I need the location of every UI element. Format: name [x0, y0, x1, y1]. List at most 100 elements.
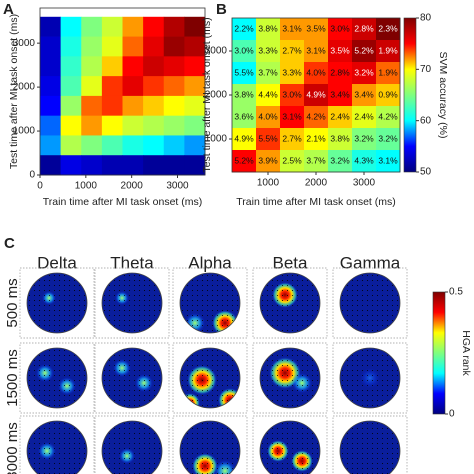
cbar-tick-label: 60 [420, 115, 432, 126]
cell-label: 3.1% [282, 23, 302, 33]
topoplot [179, 347, 241, 409]
topoplot [339, 272, 401, 334]
heat-cell [256, 84, 281, 107]
topo-frame [94, 415, 170, 474]
x-tick-label: 3000 [166, 181, 189, 192]
x-tick-label: 1000 [75, 181, 98, 192]
heat-cell [163, 155, 185, 176]
topo-frame [94, 267, 170, 339]
topo-outline [26, 347, 88, 409]
heat-cell [81, 56, 103, 77]
topo-clip [27, 348, 87, 408]
heat-cell [280, 84, 305, 107]
electrodes [102, 273, 162, 333]
heat-cell [328, 84, 353, 107]
cell-label: 2.3% [378, 23, 398, 33]
heat-cell [81, 36, 103, 57]
cell-label: 1.9% [378, 45, 398, 55]
topo-outline [339, 420, 401, 474]
topo-frame [19, 415, 95, 474]
cell-label: 3.7% [306, 155, 326, 165]
heat-cell [40, 155, 62, 176]
electrodes [180, 273, 240, 333]
cell-label: 3.8% [330, 133, 350, 143]
heat-cell [40, 95, 62, 117]
topo-outline [179, 420, 241, 474]
cell-label: 5.2% [234, 155, 254, 165]
electrodes [260, 273, 320, 333]
heat-cell [280, 150, 305, 173]
topo-outline [259, 420, 321, 474]
cell-label: 3.6% [234, 111, 254, 121]
topo-frame [332, 267, 408, 339]
electrodes [27, 348, 87, 408]
heat-cell [122, 135, 144, 156]
y-axis-label: Test time after MI task onset (ms) [8, 14, 20, 169]
cbar-tick-label: 0 [449, 409, 455, 420]
heat-cell [256, 18, 281, 41]
topoplot [101, 272, 163, 334]
heat-cell [376, 150, 401, 173]
topoplot [179, 420, 241, 474]
heat-cell [376, 84, 401, 107]
heat-cell [101, 135, 123, 156]
cell-label: 5.2% [354, 45, 374, 55]
topoplot [179, 272, 241, 334]
x-axis-label: Train time after MI task onset (ms) [43, 196, 202, 208]
heat-cell [60, 16, 82, 37]
plot-frame [39, 7, 206, 176]
heat-cell [232, 40, 257, 63]
topo-frame [19, 342, 95, 414]
heat-cell [304, 150, 329, 173]
heat-cell [304, 106, 329, 129]
topo-outline [101, 272, 163, 334]
heat-cell [163, 76, 185, 97]
electrodes [340, 348, 400, 408]
electrodes [340, 421, 400, 474]
cell-label: 4.3% [354, 155, 374, 165]
heat-cell [352, 106, 377, 129]
heat-cell [122, 155, 144, 176]
topo-outline [259, 272, 321, 334]
column-header: Theta [110, 253, 154, 272]
cell-label: 3.2% [378, 133, 398, 143]
y-tick-label: 1000 [13, 126, 36, 137]
heat-cell [81, 155, 103, 176]
topo-frame [332, 342, 408, 414]
x-tick-label: 2000 [121, 181, 144, 192]
cell-label: 2.5% [282, 155, 302, 165]
topo-clip [27, 273, 87, 333]
cell-label: 2.4% [330, 111, 350, 121]
heat-cell [122, 16, 144, 37]
y-axis-label: Test time after MI task onset (ms) [201, 17, 213, 172]
y-tick-label: 3000 [13, 38, 36, 49]
y-tick-label: 3000 [205, 46, 228, 57]
cell-label: 3.2% [354, 67, 374, 77]
heat-cell [40, 115, 62, 136]
topo-outline [26, 272, 88, 334]
cell-label: 3.0% [282, 89, 302, 99]
panel-label: C [4, 235, 15, 252]
heat-cell [280, 40, 305, 63]
heat-cell [376, 62, 401, 85]
heat-cell [376, 106, 401, 129]
x-tick-label: 3000 [353, 178, 376, 189]
x-tick-label: 2000 [305, 178, 328, 189]
heat-cell [163, 135, 185, 156]
cell-label: 4.2% [378, 111, 398, 121]
cbar-label: HGA rank [460, 330, 472, 376]
cell-label: 3.0% [234, 45, 254, 55]
heat-cell [256, 150, 281, 173]
heat-cell [256, 62, 281, 85]
heat-cell [101, 95, 123, 117]
cell-label: 0.9% [378, 89, 398, 99]
heat-cell [328, 150, 353, 173]
heat-cell [184, 155, 206, 176]
topoplot [259, 347, 321, 409]
topoplot [339, 347, 401, 409]
heat-cell [232, 106, 257, 129]
heat-cell [40, 56, 62, 77]
column-header: Delta [37, 253, 77, 272]
